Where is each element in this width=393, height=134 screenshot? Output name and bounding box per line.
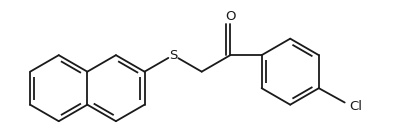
Text: S: S (169, 49, 177, 62)
Text: O: O (225, 10, 235, 23)
Text: Cl: Cl (349, 100, 362, 113)
